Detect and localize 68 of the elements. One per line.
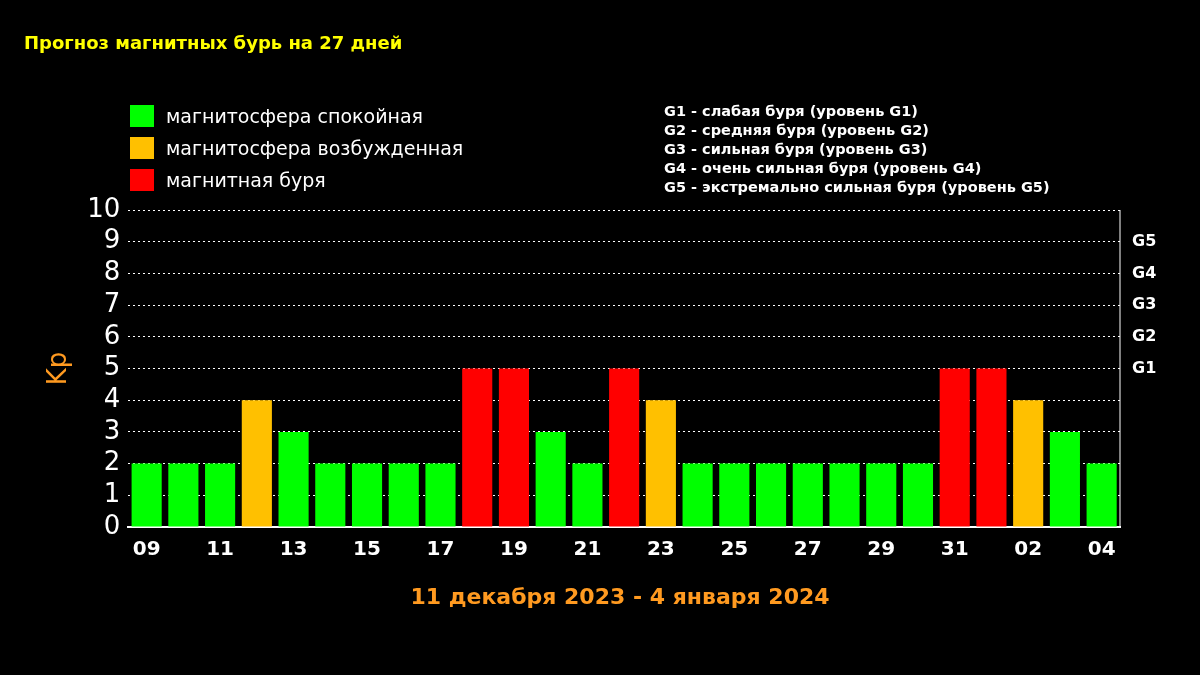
y-tick-label: 5 (103, 351, 121, 382)
x-tick-label: 02 (1014, 536, 1043, 561)
bar (866, 463, 897, 527)
bar (572, 463, 603, 527)
bar (939, 368, 970, 527)
x-tick-label: 21 (573, 536, 602, 561)
legend-label: магнитосфера спокойная (166, 105, 423, 127)
y-tick-label: 1 (103, 478, 121, 509)
y-axis-title: Kp (42, 351, 73, 386)
bar (241, 400, 272, 527)
y-tick-label: 4 (103, 382, 121, 413)
bar (1049, 431, 1080, 527)
y-tick-label: 2 (103, 446, 121, 477)
x-tick-label: 09 (132, 536, 161, 561)
legend-label: магнитосфера возбужденная (166, 137, 464, 159)
text: G2 - средняя буря (уровень G2) (664, 121, 930, 140)
bar (388, 463, 419, 527)
text: G3 - сильная буря (уровень G3) (664, 140, 929, 159)
y-tick-label: 8 (103, 256, 121, 287)
text: G1 (1132, 357, 1157, 377)
x-tick-label: 19 (500, 536, 528, 561)
bar (168, 463, 199, 527)
chart-title: Прогноз магнитных бурь на 27 дней (24, 32, 403, 53)
text: G5 - экстремально сильная буря (уровень G5) (664, 178, 1050, 197)
x-tick-label: 04 (1087, 536, 1116, 561)
x-tick-label: 29 (867, 536, 896, 561)
bar (278, 431, 309, 527)
text: G4 - очень сильная буря (уровень G4) (664, 159, 983, 178)
bar (462, 368, 493, 527)
bar (131, 463, 162, 527)
bar (902, 463, 934, 527)
x-tick-label: 25 (720, 536, 749, 561)
y-tick-label: 9 (103, 224, 121, 255)
text: G2 (1132, 325, 1157, 345)
bar (1013, 400, 1044, 527)
bar (976, 368, 1007, 527)
bar (1086, 463, 1117, 527)
y-tick-label: 6 (103, 319, 121, 350)
bar (425, 463, 456, 527)
y-tick-label: 0 (103, 509, 121, 540)
x-tick-label: 31 (940, 536, 969, 561)
x-tick-label: 15 (353, 536, 381, 561)
x-tick-label: 17 (426, 536, 455, 561)
bar (756, 463, 787, 527)
text: G1 - слабая буря (уровень G1) (664, 102, 919, 121)
bar (829, 463, 860, 527)
bar (535, 431, 566, 527)
y-tick-label: 10 (87, 192, 121, 223)
text: G5 (1132, 230, 1157, 250)
y-tick-label: 3 (103, 414, 121, 445)
bar (351, 463, 383, 527)
bar (645, 400, 676, 527)
bar (682, 463, 713, 527)
x-tick-label: 23 (646, 536, 675, 561)
bar (315, 463, 346, 527)
y-tick-label: 7 (103, 287, 121, 318)
x-tick-label: 13 (279, 536, 308, 561)
text: G3 (1132, 294, 1157, 314)
bar (792, 463, 823, 527)
bar (205, 463, 236, 527)
bar (719, 463, 750, 527)
x-tick-label: 11 (206, 536, 235, 561)
x-axis-title: 11 декабря 2023 - 4 января 2024 (409, 584, 831, 609)
bar (609, 368, 640, 527)
x-tick-label: 27 (793, 536, 822, 561)
bar (498, 368, 530, 527)
text: G4 (1132, 262, 1157, 282)
legend-label: магнитная буря (166, 169, 326, 191)
